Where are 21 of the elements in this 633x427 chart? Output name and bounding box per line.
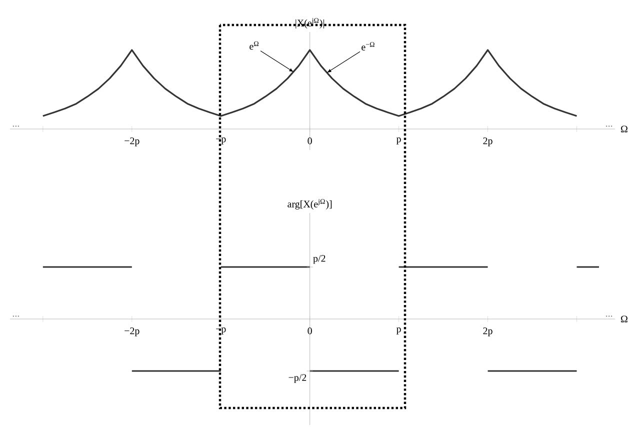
x-tick-label: −2p (124, 138, 140, 146)
x-tick-label: p (396, 328, 401, 334)
x-tick-label: −p (216, 328, 226, 334)
x-axis-title: Ω (621, 126, 628, 132)
x-tick-label: −2p (124, 328, 140, 336)
annotation: e$^{−Ω}$ (362, 42, 374, 50)
x-axis-title: Ω (621, 316, 628, 322)
annotation: ... (606, 126, 612, 127)
x-tick-label: 0 (308, 328, 312, 334)
x-tick-label: 2p (483, 328, 492, 336)
annotation: e$^{Ω}$ (250, 41, 258, 50)
y-axis-title: arg[X(e$^{jΩ}$)] (288, 199, 332, 210)
x-tick-label: −p (216, 138, 226, 144)
annotation: p/2 (313, 255, 326, 264)
annotation: ... (12, 316, 20, 317)
x-tick-label: 2p (483, 138, 492, 146)
x-tick-label: p (396, 138, 401, 144)
annotation: ... (12, 126, 20, 127)
annotation: −p/2 (288, 374, 306, 383)
annotation: ... (606, 316, 612, 317)
x-tick-label: 0 (308, 138, 312, 144)
